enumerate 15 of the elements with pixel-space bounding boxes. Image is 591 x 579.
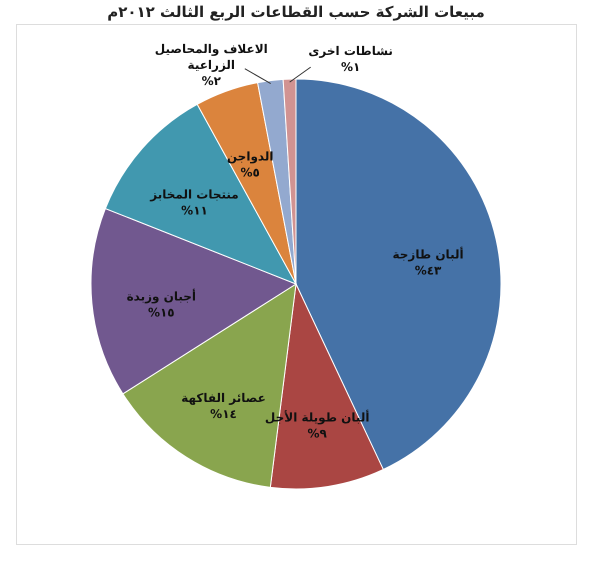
slice-label: منتجات المخابز: [149, 188, 239, 202]
data-label: %٤٣: [414, 263, 442, 278]
data-label: %٢: [202, 74, 222, 88]
data-label: %١٤: [210, 407, 237, 422]
slice-label: عصائر الفاكهة: [181, 391, 266, 406]
data-label: %٩: [307, 426, 328, 441]
data-label: %١: [341, 60, 360, 74]
data-label: %٥: [240, 166, 260, 180]
slice-label: الاعلاف والمحاصيل الزراعية: [154, 42, 268, 72]
data-label: %١٥: [148, 306, 175, 320]
data-label: %١١: [181, 204, 208, 218]
slice-label: ألبان طازجة: [392, 246, 464, 262]
slice-label: أجبان وزبدة: [126, 288, 196, 304]
slice-label: نشاطات اخرى: [308, 44, 393, 58]
chart-title: مبيعات الشركة حسب القطاعات الربع الثالث ٢٠١٢م: [107, 3, 485, 21]
